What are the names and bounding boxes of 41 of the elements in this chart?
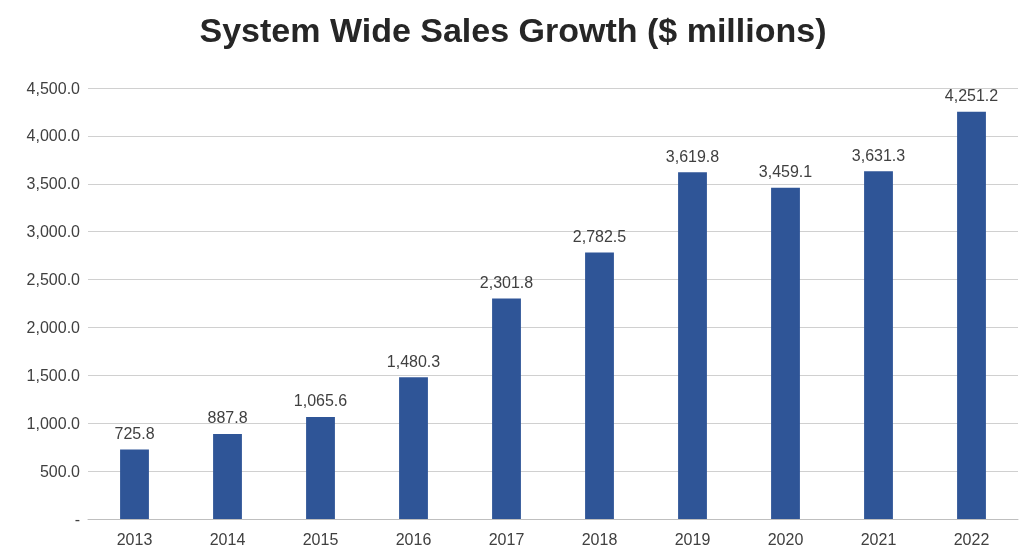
bar bbox=[864, 171, 893, 519]
x-tick-label: 2020 bbox=[767, 530, 804, 548]
bar bbox=[492, 298, 521, 519]
data-label: 1,065.6 bbox=[293, 392, 348, 410]
x-tick-label: 2018 bbox=[581, 530, 618, 548]
chart-title: System Wide Sales Growth ($ millions) bbox=[199, 11, 827, 49]
y-tick-label: 4,000.0 bbox=[26, 127, 81, 145]
bar bbox=[678, 172, 707, 519]
y-tick-label: 3,500.0 bbox=[26, 175, 81, 193]
x-tick-label: 2016 bbox=[395, 530, 432, 548]
y-tick-label: 4,500.0 bbox=[26, 79, 81, 97]
bar bbox=[213, 433, 242, 519]
y-tick-label: 3,000.0 bbox=[26, 223, 81, 241]
bar bbox=[957, 111, 986, 519]
x-tick-label: 2021 bbox=[860, 530, 897, 548]
y-tick-label: 2,500.0 bbox=[26, 271, 81, 289]
x-tick-label: 2013 bbox=[116, 530, 153, 548]
x-tick-label: 2017 bbox=[488, 530, 525, 548]
x-tick-label: 2022 bbox=[953, 530, 990, 548]
y-tick-label: 1,000.0 bbox=[26, 414, 81, 432]
data-label: 1,480.3 bbox=[386, 352, 441, 370]
data-label: 3,619.8 bbox=[665, 147, 720, 165]
y-tick-label: - bbox=[74, 510, 80, 528]
data-label: 3,631.3 bbox=[851, 146, 906, 164]
bar bbox=[399, 377, 428, 519]
x-tick-label: 2014 bbox=[209, 530, 246, 548]
data-label: 3,459.1 bbox=[758, 163, 813, 181]
x-tick-label: 2015 bbox=[302, 530, 339, 548]
x-tick-label: 2019 bbox=[674, 530, 711, 548]
y-tick-label: 2,000.0 bbox=[26, 318, 81, 336]
bar bbox=[120, 449, 149, 519]
data-label: 4,251.2 bbox=[944, 87, 999, 105]
bar bbox=[306, 416, 335, 519]
data-label: 2,782.5 bbox=[572, 228, 627, 245]
data-label: 725.8 bbox=[114, 424, 155, 442]
y-tick-label: 500.0 bbox=[39, 462, 81, 480]
y-tick-label: 1,500.0 bbox=[26, 366, 81, 384]
data-label: 2,301.8 bbox=[479, 274, 534, 292]
bar bbox=[771, 187, 800, 519]
bar bbox=[585, 252, 614, 519]
data-label: 887.8 bbox=[207, 409, 248, 427]
